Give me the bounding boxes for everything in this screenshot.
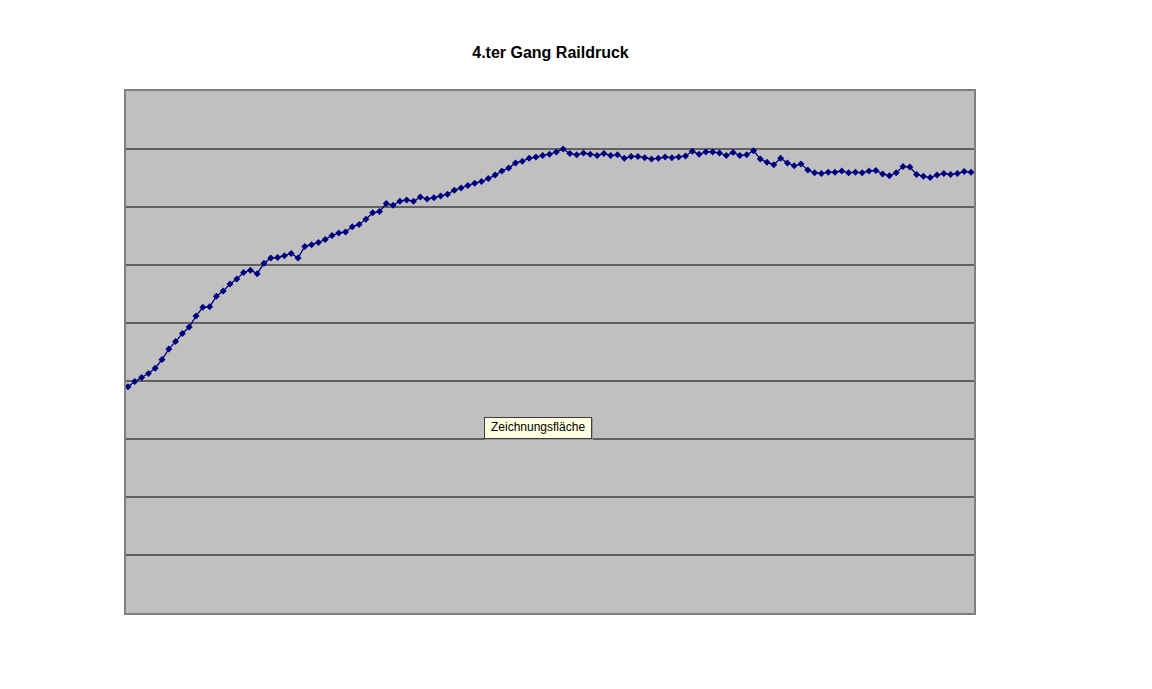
chart-canvas: 4.ter Gang Raildruck Zeichnungsfläche bbox=[0, 0, 1152, 689]
raildruck-series-markers[interactable] bbox=[126, 146, 974, 391]
horizontal-gridlines bbox=[126, 149, 974, 555]
chart-title[interactable]: 4.ter Gang Raildruck bbox=[126, 44, 975, 62]
raildruck-series-line[interactable] bbox=[128, 149, 971, 387]
chart-svg bbox=[126, 91, 974, 613]
plot-area-tooltip: Zeichnungsfläche bbox=[484, 417, 592, 439]
plot-area[interactable] bbox=[124, 89, 976, 615]
